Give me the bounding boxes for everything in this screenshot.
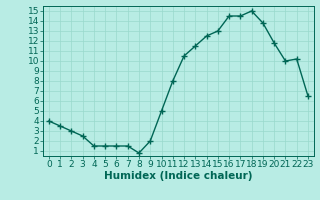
X-axis label: Humidex (Indice chaleur): Humidex (Indice chaleur): [104, 171, 253, 181]
